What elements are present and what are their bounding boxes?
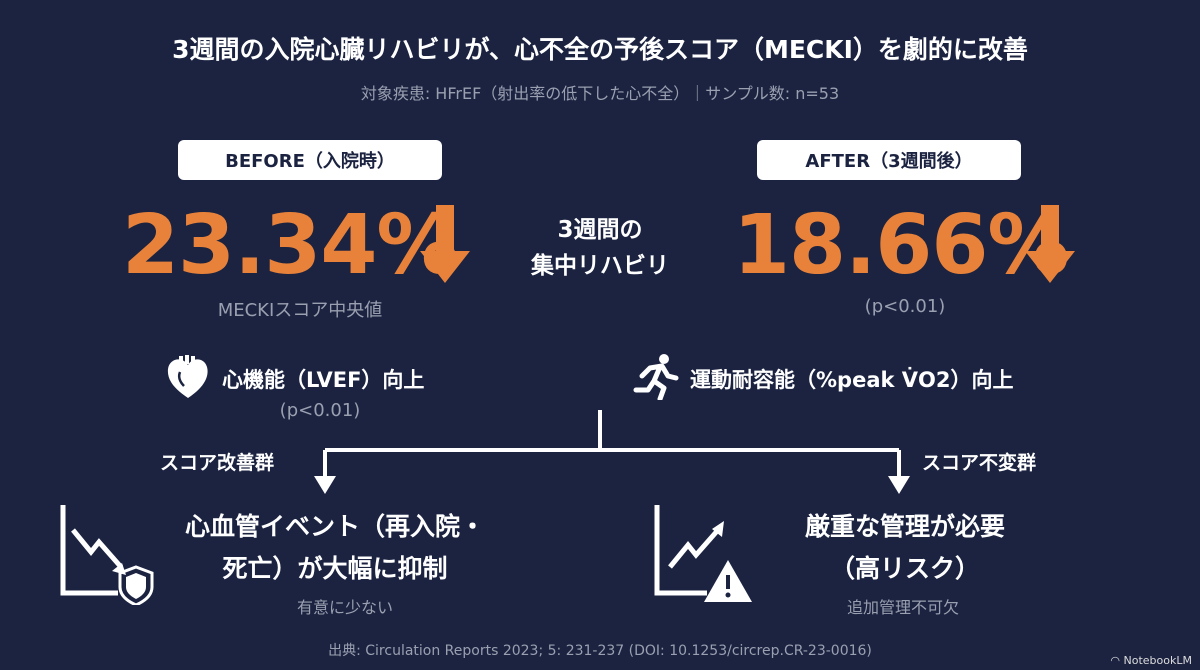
feature-vo2: 運動耐容能（%peak V̇O2）向上: [690, 368, 1014, 392]
declining-chart-shield-icon: [60, 505, 154, 605]
runner-icon: [633, 354, 679, 400]
intervention-line2: 集中リハビリ: [531, 253, 669, 279]
before-value: 23.34%: [122, 198, 459, 293]
improved-outcome-line1: 心血管イベント（再入院・: [184, 512, 485, 541]
notebooklm-watermark: ◠ NotebookLM: [1110, 654, 1192, 667]
source-citation: 出典: Circulation Reports 2023; 5: 231-237…: [328, 643, 872, 659]
heart-icon: [167, 355, 208, 398]
arrow-down-icon: [420, 205, 470, 283]
notebooklm-logo-icon: ◠: [1110, 654, 1124, 667]
intervention-label: 3週間の 集中リハビリ: [480, 212, 720, 284]
before-badge: BEFORE（入院時）: [178, 140, 442, 180]
page-title: 3週間の入院心臓リハビリが、心不全の予後スコア（MECKI）を劇的に改善: [172, 35, 1028, 64]
unchanged-outcome-line1: 厳重な管理が必要: [804, 512, 1005, 541]
improved-outcome-line2: 死亡）が大幅に抑制: [222, 554, 448, 583]
watermark-text: NotebookLM: [1123, 654, 1192, 667]
after-caption: (p<0.01): [864, 296, 946, 317]
improved-outcome: 心血管イベント（再入院・ 死亡）が大幅に抑制: [175, 506, 495, 590]
after-value: 18.66%: [733, 198, 1070, 293]
before-caption: MECKIスコア中央値: [217, 300, 383, 321]
intervention-line1: 3週間の: [557, 217, 643, 243]
feature-lvef: 心機能（LVEF）向上: [222, 368, 425, 392]
group-unchanged: スコア不変群: [922, 452, 1037, 474]
unchanged-outcome: 厳重な管理が必要 （高リスク）: [760, 506, 1050, 590]
group-improved: スコア改善群: [160, 452, 275, 474]
unchanged-note: 追加管理不可欠: [846, 598, 959, 617]
unchanged-outcome-line2: （高リスク）: [829, 554, 980, 583]
arrow-down-icon: [1025, 205, 1075, 283]
subtitle: 対象疾患: HFrEF（射出率の低下した心不全）｜サンプル数: n=53: [360, 84, 840, 103]
after-badge: AFTER（3週間後）: [757, 140, 1021, 180]
rising-chart-warning-icon: [654, 505, 752, 602]
lvef-pvalue: (p<0.01): [279, 400, 361, 421]
improved-note: 有意に少ない: [296, 598, 393, 617]
